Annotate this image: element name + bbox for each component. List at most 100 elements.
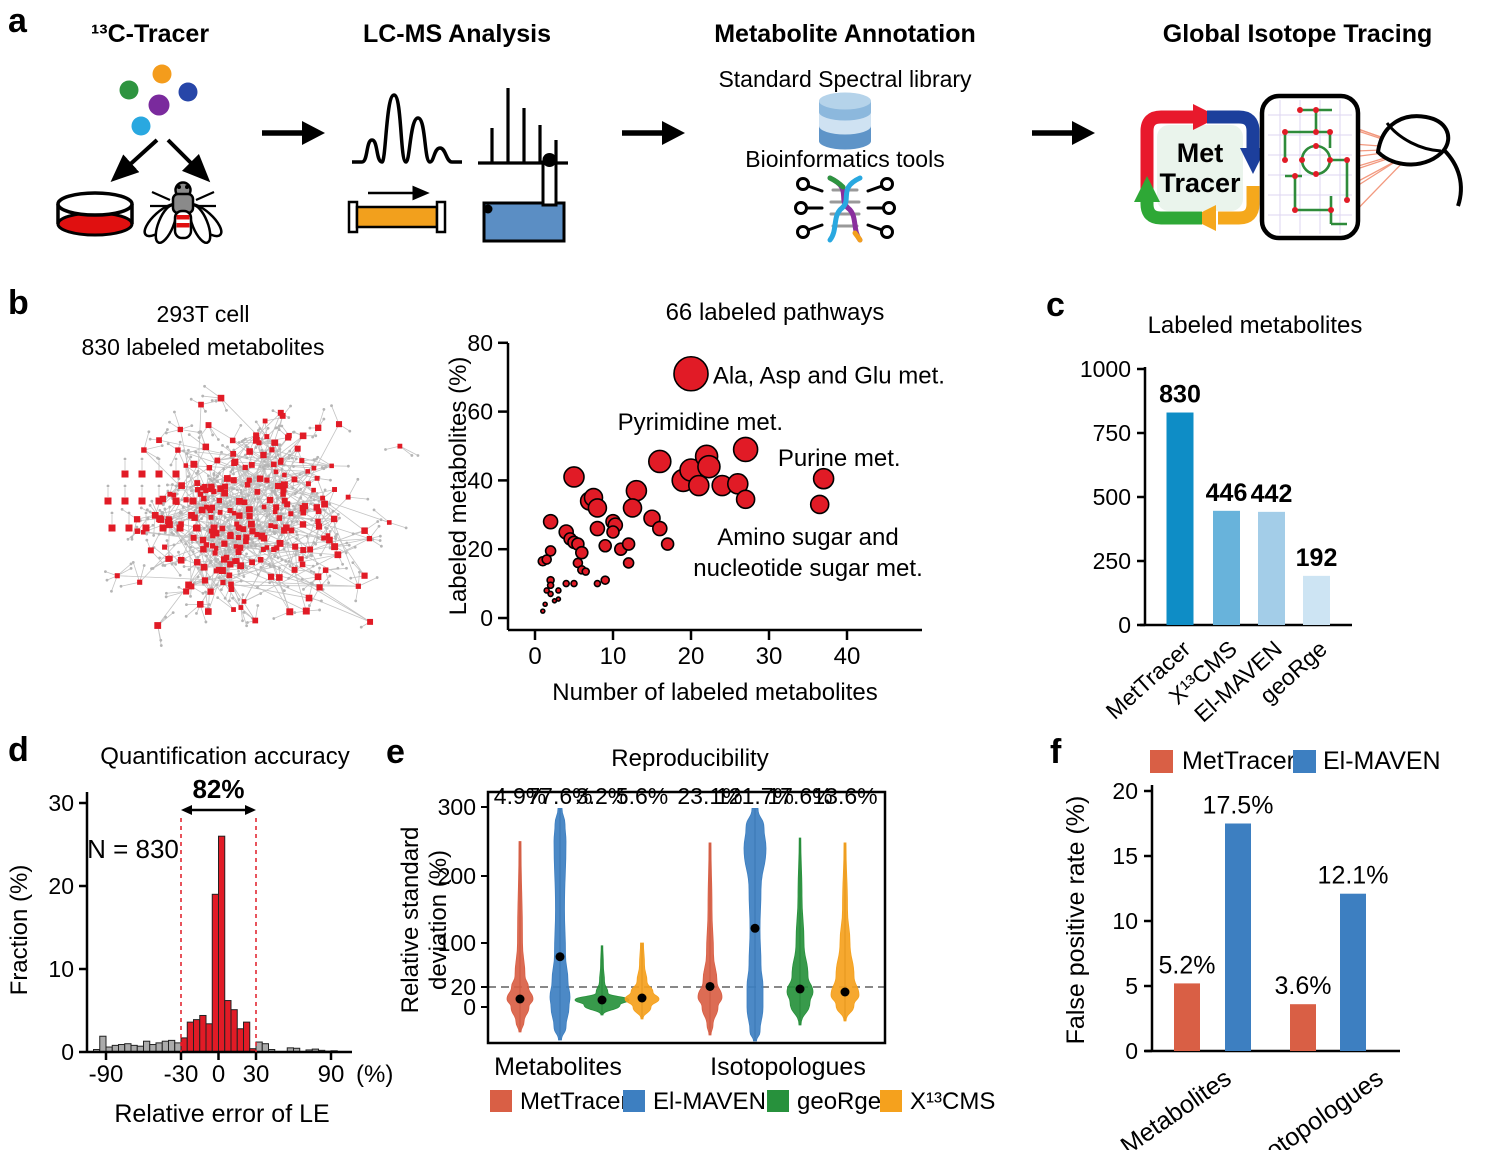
bubble-point (543, 587, 550, 594)
ms-instrument-icon (482, 153, 566, 243)
bubble-point (625, 479, 648, 502)
bubble-point (563, 466, 585, 488)
bar (1166, 412, 1194, 625)
y-tick-label: 80 (467, 330, 493, 356)
hist-bar (174, 1042, 182, 1053)
bubble-point (570, 579, 578, 588)
bubble-point (542, 601, 548, 608)
bar (1340, 893, 1366, 1051)
bar-value-label: 192 (1296, 544, 1338, 572)
bubble-point (812, 467, 835, 490)
y-tick-label: 5 (1125, 973, 1138, 999)
bubble-point (732, 436, 759, 463)
y-tick-label: 10 (48, 956, 74, 982)
fly-icon (143, 181, 223, 245)
bar-value-label: 830 (1159, 381, 1201, 409)
network-title-line1: 293T cell (156, 301, 250, 327)
hist-bar (224, 1000, 232, 1053)
lc-column-icon (347, 185, 447, 234)
y-tick-label: 20 (467, 536, 493, 562)
y-tick-label: 0 (463, 994, 476, 1020)
y-tick-label: 250 (1093, 548, 1131, 574)
chart-title: 66 labeled pathways (666, 299, 885, 326)
metabolic-network-graph (104, 384, 420, 647)
annotation-label: Amino sugar and (717, 524, 898, 551)
eye-icon (1375, 114, 1463, 207)
bubble-point (697, 454, 721, 479)
violin-shape (697, 842, 723, 1036)
chart-title: Quantification accuracy (100, 743, 349, 770)
violin-percent-label: 4.9% (494, 783, 546, 809)
y-tick-label: 30 (48, 790, 74, 816)
bar (1213, 510, 1240, 625)
legend-label: El-MAVEN (653, 1088, 766, 1115)
y-axis-label: False positive rate (%) (1062, 796, 1090, 1045)
spectral-library-database-icon (819, 92, 871, 150)
pathway-map-icon (1259, 93, 1361, 241)
legend-swatch (880, 1090, 902, 1112)
legend-swatch (1293, 750, 1316, 773)
bubble-point (581, 567, 590, 576)
bubble-point (673, 355, 709, 392)
legend-label: MetTracer (1182, 747, 1295, 775)
bar (1303, 575, 1330, 625)
label-spectral-library: Standard Spectral library (718, 66, 972, 92)
reproducibility-violin-plot: Reproducibility 020 100 200 300 Relative stan… (397, 745, 995, 1115)
bubble-point (544, 545, 557, 557)
y-tick-label: 0 (1118, 612, 1131, 638)
violin-median-dot (750, 923, 760, 933)
range-arrowhead-right (245, 805, 256, 815)
x-tick-label: 0 (212, 1061, 225, 1088)
violin-shape (830, 842, 860, 1022)
x-tick-label: 20 (678, 643, 705, 670)
bubble-point (562, 579, 570, 588)
hist-bar (199, 1014, 207, 1053)
x-tick-label: 30 (756, 643, 783, 670)
violin-median-dot (555, 952, 565, 962)
violin-percent-label: 77.6% (527, 783, 592, 809)
logo-text-tracer: Tracer (1159, 168, 1241, 198)
panel-label-d: d (8, 731, 29, 769)
x-tick-label: -90 (89, 1061, 124, 1088)
y-tick-label: 20 (450, 974, 476, 1000)
bubble-point (622, 557, 635, 569)
bubble-point (555, 596, 562, 602)
flow-arrow-1 (262, 121, 325, 145)
flow-arrow-3 (1032, 121, 1095, 145)
hist-bar (193, 1019, 201, 1053)
bubble-point (542, 513, 559, 530)
x-axis-unit: (%) (356, 1061, 393, 1088)
bubble-point (622, 498, 643, 518)
annotation-label: Purine met. (778, 445, 901, 472)
violin-shape (574, 945, 630, 1016)
legend-swatch (767, 1090, 789, 1112)
false-positive-rate-bar-chart: MetTracer El-MAVEN 0 5 10 15 20 False positive … (1062, 747, 1441, 1150)
bubble-point (660, 537, 675, 551)
x-tick-label: 0 (528, 643, 541, 670)
violin-percent-label: 5.6% (616, 783, 668, 809)
stage-title-lcms: LC-MS Analysis (362, 20, 551, 48)
bar-value-label: 5.2% (1159, 951, 1216, 979)
petri-dish-icon (56, 191, 134, 237)
mettracer-logo: Met Tracer (1134, 104, 1266, 231)
x-tick-label: 40 (834, 643, 861, 670)
violin-median-dot (705, 981, 715, 991)
y-tick-label: 20 (48, 873, 74, 899)
hist-bar (218, 835, 226, 1053)
y-tick-label: 750 (1093, 420, 1131, 446)
bubble-point (648, 449, 672, 474)
hist-bar (211, 893, 219, 1053)
violin-shape (786, 837, 814, 1026)
violin-percent-label: 17.6% (767, 783, 832, 809)
plot-border (486, 790, 887, 1045)
violin-group (506, 807, 860, 1042)
bar-value-label: 17.5% (1203, 792, 1274, 820)
violin-percent-label: 3.2% (576, 783, 628, 809)
x-axis-label: Relative error of LE (114, 1100, 329, 1128)
bar-value-label: 442 (1251, 480, 1293, 508)
range-percent-label: 82% (192, 774, 244, 804)
legend-swatch (490, 1090, 512, 1112)
bubble-point (546, 581, 555, 590)
y-tick-label: 60 (467, 399, 493, 425)
annotation-label: Ala, Asp and Glu met. (713, 362, 945, 389)
